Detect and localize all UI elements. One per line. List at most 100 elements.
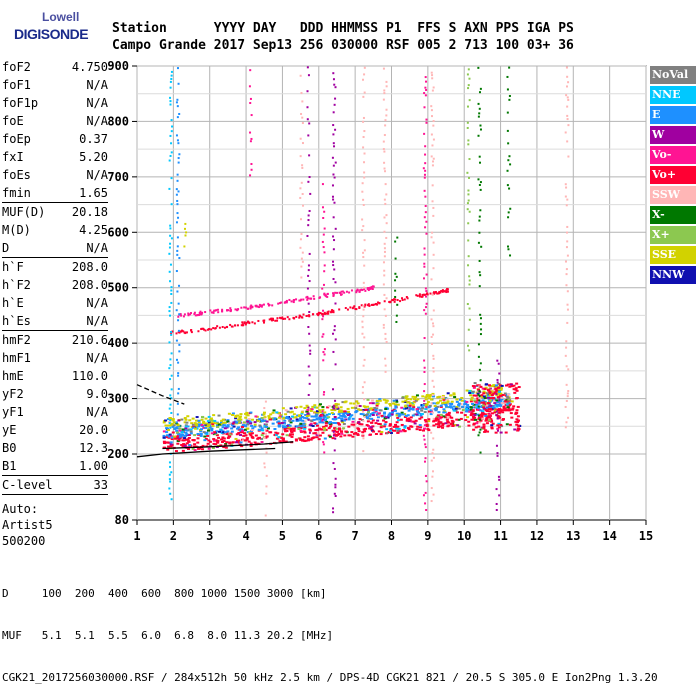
echo-point — [362, 116, 365, 119]
echo-point — [165, 427, 169, 430]
echo-point — [323, 227, 326, 230]
echo-point — [285, 299, 288, 302]
echo-point — [183, 445, 187, 448]
echo-point — [497, 362, 500, 365]
echo-point — [342, 415, 346, 418]
echo-point — [181, 449, 185, 452]
echo-point — [332, 248, 335, 251]
auto-line-2: 500200 — [2, 534, 46, 548]
echo-point — [249, 411, 253, 414]
echo-point — [515, 397, 519, 400]
echo-point — [319, 411, 323, 414]
echo-point — [216, 425, 220, 428]
echo-point — [379, 433, 383, 436]
echo-point — [472, 418, 476, 421]
echo-point — [296, 414, 300, 417]
echo-point — [361, 289, 364, 292]
echo-point — [327, 405, 331, 408]
param-value: N/A — [86, 314, 108, 328]
echo-point — [508, 155, 511, 158]
echo-point — [452, 409, 456, 412]
echo-point — [478, 390, 481, 393]
echo-point — [227, 309, 230, 312]
echo-point — [176, 98, 179, 101]
echo-point — [510, 408, 514, 411]
echo-point — [244, 323, 247, 326]
echo-point — [272, 319, 275, 322]
echo-point — [439, 413, 443, 416]
echo-point — [508, 403, 512, 406]
echo-point — [404, 407, 408, 410]
echo-point — [307, 74, 310, 77]
param-value: 1.65 — [79, 186, 108, 200]
echo-point — [238, 420, 242, 423]
echo-point — [178, 435, 182, 438]
echo-point — [187, 428, 191, 431]
echo-point — [251, 306, 254, 309]
echo-point — [507, 393, 511, 396]
echo-point — [566, 392, 569, 395]
echo-point — [429, 398, 433, 401]
echo-point — [307, 269, 310, 272]
echo-point — [295, 425, 299, 428]
echo-point — [383, 250, 386, 253]
echo-point — [432, 357, 435, 360]
echo-point — [565, 246, 568, 249]
echo-point — [178, 257, 181, 260]
echo-point — [438, 291, 441, 294]
echo-point — [427, 420, 431, 423]
x-tick-label: 1 — [133, 529, 140, 543]
echo-point — [461, 405, 465, 408]
echo-point — [362, 256, 365, 259]
echo-point — [308, 280, 311, 283]
echo-point — [383, 293, 386, 296]
echo-point — [432, 241, 435, 244]
echo-point — [498, 384, 502, 387]
echo-point — [307, 414, 311, 417]
echo-point — [425, 406, 428, 409]
echo-point — [288, 298, 291, 301]
echo-point — [469, 394, 473, 397]
echo-point — [496, 452, 499, 455]
echo-point — [566, 303, 569, 306]
echo-point — [322, 359, 325, 362]
echo-point — [323, 437, 327, 440]
header-label-p1: P1 — [385, 21, 418, 36]
echo-point — [411, 404, 415, 407]
echo-point — [326, 292, 329, 295]
echo-point — [383, 150, 386, 153]
echo-point — [298, 316, 301, 319]
echo-point — [332, 507, 335, 510]
echo-point — [281, 433, 285, 436]
echo-point — [212, 311, 215, 314]
echo-point — [382, 148, 385, 151]
echo-point — [177, 419, 181, 422]
echo-point — [471, 415, 475, 418]
echo-point — [406, 427, 410, 430]
echo-point — [487, 402, 491, 405]
echo-point — [378, 423, 382, 426]
echo-point — [212, 414, 216, 417]
echo-point — [202, 426, 206, 429]
echo-point — [177, 361, 180, 364]
echo-point — [431, 184, 434, 187]
echo-point — [341, 401, 345, 404]
echo-point — [323, 411, 327, 414]
echo-point — [340, 410, 344, 413]
echo-point — [566, 308, 569, 311]
echo-point — [303, 424, 307, 427]
echo-point — [257, 319, 260, 322]
header-label-iga: IGA — [526, 21, 559, 36]
echo-point — [266, 427, 270, 430]
echo-point — [424, 398, 428, 401]
echo-point — [288, 318, 291, 321]
echo-point — [335, 427, 339, 430]
echo-point — [298, 437, 302, 440]
echo-point — [477, 343, 480, 346]
echo-point — [485, 418, 489, 421]
echo-point — [431, 402, 435, 405]
echo-point — [432, 86, 435, 89]
echo-point — [170, 286, 173, 289]
echo-point — [175, 421, 178, 424]
echo-point — [301, 100, 304, 103]
